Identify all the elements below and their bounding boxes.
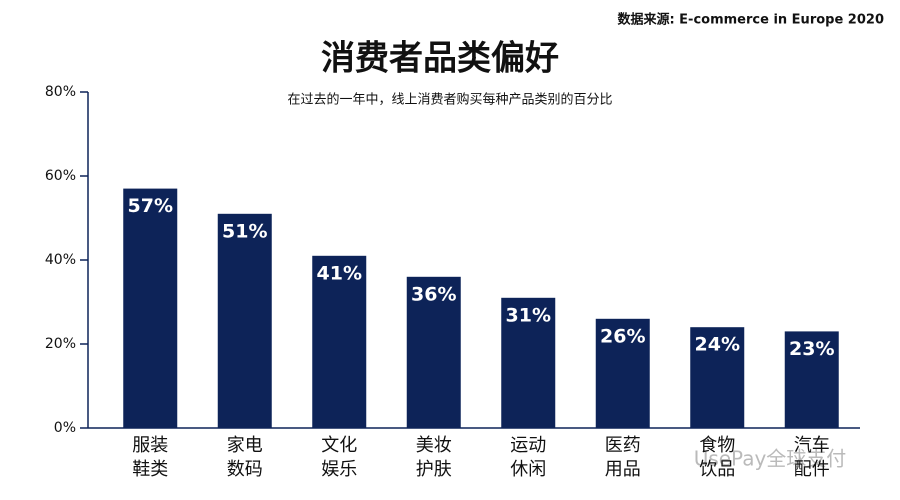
x-tick-label: 文化娱乐: [321, 435, 357, 480]
source: 数据来源: E-commerce in Europe 2020: [617, 12, 884, 28]
bar: [312, 255, 367, 428]
value-label: 41%: [317, 262, 362, 284]
x-tick-label: 食物饮品: [699, 435, 735, 480]
y-tick-label: 60%: [45, 168, 76, 184]
x-tick-line: 休闲: [510, 459, 546, 480]
subtitle: 在过去的一年中，线上消费者购买每种产品类别的百分比: [287, 92, 612, 108]
x-tick-label: 汽车配件: [794, 435, 830, 480]
x-tick-line: 鞋类: [132, 459, 168, 480]
value-label: 24%: [695, 334, 740, 356]
chart-title: 消费者品类偏好: [321, 39, 559, 79]
value-label: 31%: [506, 304, 551, 326]
value-label: 51%: [222, 220, 267, 242]
x-tick-line: 美妆: [416, 435, 452, 456]
x-tick-label: 医药用品: [605, 435, 641, 480]
x-tick-line: 数码: [227, 459, 263, 480]
y-tick-label: 20%: [45, 336, 76, 352]
bar: [217, 213, 272, 428]
x-tick-line: 配件: [794, 459, 830, 480]
x-tick-line: 文化: [321, 435, 357, 456]
value-label: 26%: [600, 325, 645, 347]
x-tick-line: 娱乐: [321, 459, 357, 480]
bar: [595, 318, 650, 428]
x-tick-label: 家电数码: [227, 435, 263, 480]
bar: [406, 276, 461, 428]
x-tick-line: 运动: [510, 435, 546, 456]
x-tick-line: 服装: [132, 435, 168, 456]
x-tick-line: 家电: [227, 435, 263, 456]
value-label: 36%: [411, 283, 456, 305]
y-tick-label: 0%: [54, 420, 76, 436]
x-tick-line: 医药: [605, 435, 641, 456]
bar: [501, 297, 556, 428]
x-tick-line: 护肤: [416, 459, 452, 480]
value-label: 23%: [789, 338, 834, 360]
value-label: 57%: [128, 195, 173, 217]
y-tick-label: 80%: [45, 84, 76, 100]
x-tick-label: 服装鞋类: [132, 435, 168, 480]
x-tick-label: 美妆护肤: [416, 435, 452, 480]
bar: [784, 331, 839, 428]
bar: [123, 188, 178, 428]
x-tick-line: 食物: [699, 435, 735, 456]
x-tick-line: 用品: [605, 459, 641, 480]
x-tick-label: 运动休闲: [510, 435, 546, 480]
watermark: UsePay全球支付: [694, 447, 847, 471]
bar: [690, 327, 745, 428]
y-tick-label: 40%: [45, 252, 76, 268]
x-tick-line: 汽车: [794, 435, 830, 456]
x-tick-line: 饮品: [699, 459, 735, 480]
